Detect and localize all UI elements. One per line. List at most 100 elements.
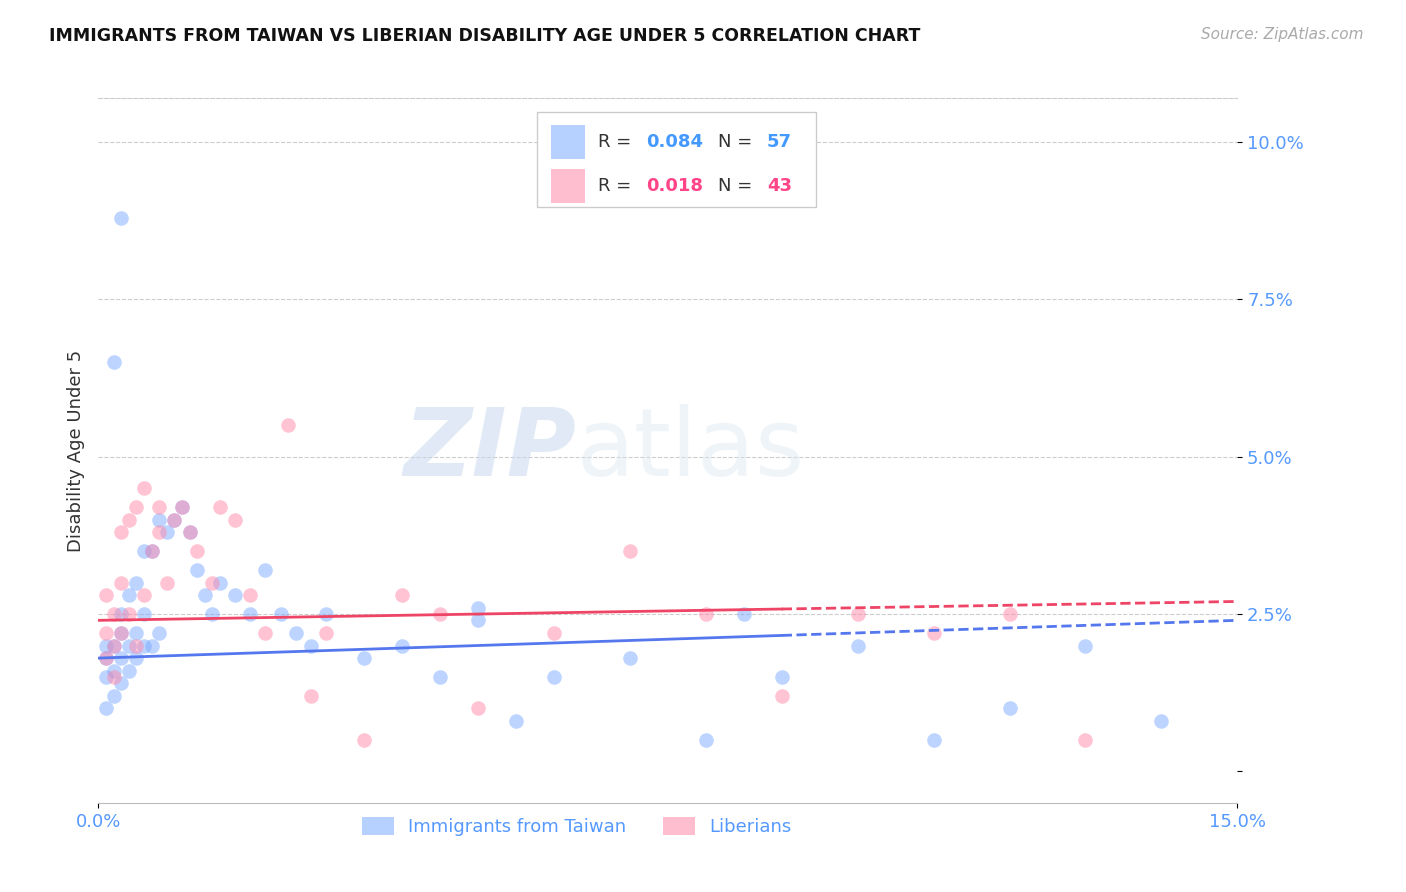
Point [110,525,132,540]
Point [163,513,186,527]
Text: 43: 43 [766,178,792,195]
Text: Source: ZipAtlas.com: Source: ZipAtlas.com [1201,27,1364,42]
Point [467,613,489,627]
Point [179,525,201,540]
Point [118,513,141,527]
Point [118,664,141,678]
Point [103,639,125,653]
Point [94,670,117,684]
Point [103,689,125,703]
Point [103,639,125,653]
Point [299,639,322,653]
Point [467,600,489,615]
Point [94,639,117,653]
Point [224,588,246,602]
Point [543,670,565,684]
Point [94,651,117,665]
Point [284,626,307,640]
Point [125,626,148,640]
Point [299,689,322,703]
Point [194,588,217,602]
Point [922,626,945,640]
Y-axis label: Disability Age Under 5: Disability Age Under 5 [66,350,84,551]
Point [254,626,277,640]
Point [94,651,117,665]
Point [543,626,565,640]
Point [141,544,163,558]
Text: 0.084: 0.084 [647,133,703,151]
Point [103,664,125,678]
Point [695,732,717,747]
Point [110,651,132,665]
Point [125,575,148,590]
Text: 57: 57 [766,133,792,151]
Point [132,639,155,653]
Point [156,525,179,540]
Point [733,607,755,621]
Point [132,544,155,558]
Point [846,607,869,621]
Text: N =: N = [718,178,758,195]
Point [148,626,170,640]
Point [315,626,337,640]
Point [148,525,170,540]
Point [132,607,155,621]
Point [186,563,208,577]
Point [467,701,489,715]
Point [208,575,231,590]
Point [110,626,132,640]
Point [94,701,117,715]
Point [998,607,1021,621]
Point [103,607,125,621]
Point [94,626,117,640]
Point [1074,639,1097,653]
Text: N =: N = [718,133,758,151]
Point [118,607,141,621]
Point [270,607,292,621]
Point [315,607,337,621]
Point [695,607,717,621]
Text: R =: R = [599,178,637,195]
Bar [551,169,585,203]
Point [103,355,125,369]
Point [201,575,224,590]
Point [110,211,132,225]
Point [1074,732,1097,747]
FancyBboxPatch shape [537,112,815,207]
Point [125,651,148,665]
Point [922,732,945,747]
Point [125,500,148,514]
Point [619,544,641,558]
Point [179,525,201,540]
Point [353,732,375,747]
Point [277,418,299,433]
Point [239,588,262,602]
Legend: Immigrants from Taiwan, Liberians: Immigrants from Taiwan, Liberians [354,809,799,843]
Text: R =: R = [599,133,637,151]
Point [103,670,125,684]
Point [125,639,148,653]
Point [505,714,527,728]
Point [201,607,224,621]
Point [224,513,246,527]
Point [1150,714,1173,728]
Point [770,670,793,684]
Point [141,544,163,558]
Point [132,481,155,495]
Text: 0.018: 0.018 [647,178,703,195]
Point [132,588,155,602]
Point [148,513,170,527]
Point [353,651,375,665]
Point [429,607,451,621]
Point [163,513,186,527]
Point [110,626,132,640]
Point [429,670,451,684]
Point [141,639,163,653]
Point [391,639,413,653]
Text: atlas: atlas [576,404,806,497]
Point [170,500,193,514]
Point [186,544,208,558]
Bar [551,125,585,159]
Point [170,500,193,514]
Point [94,588,117,602]
